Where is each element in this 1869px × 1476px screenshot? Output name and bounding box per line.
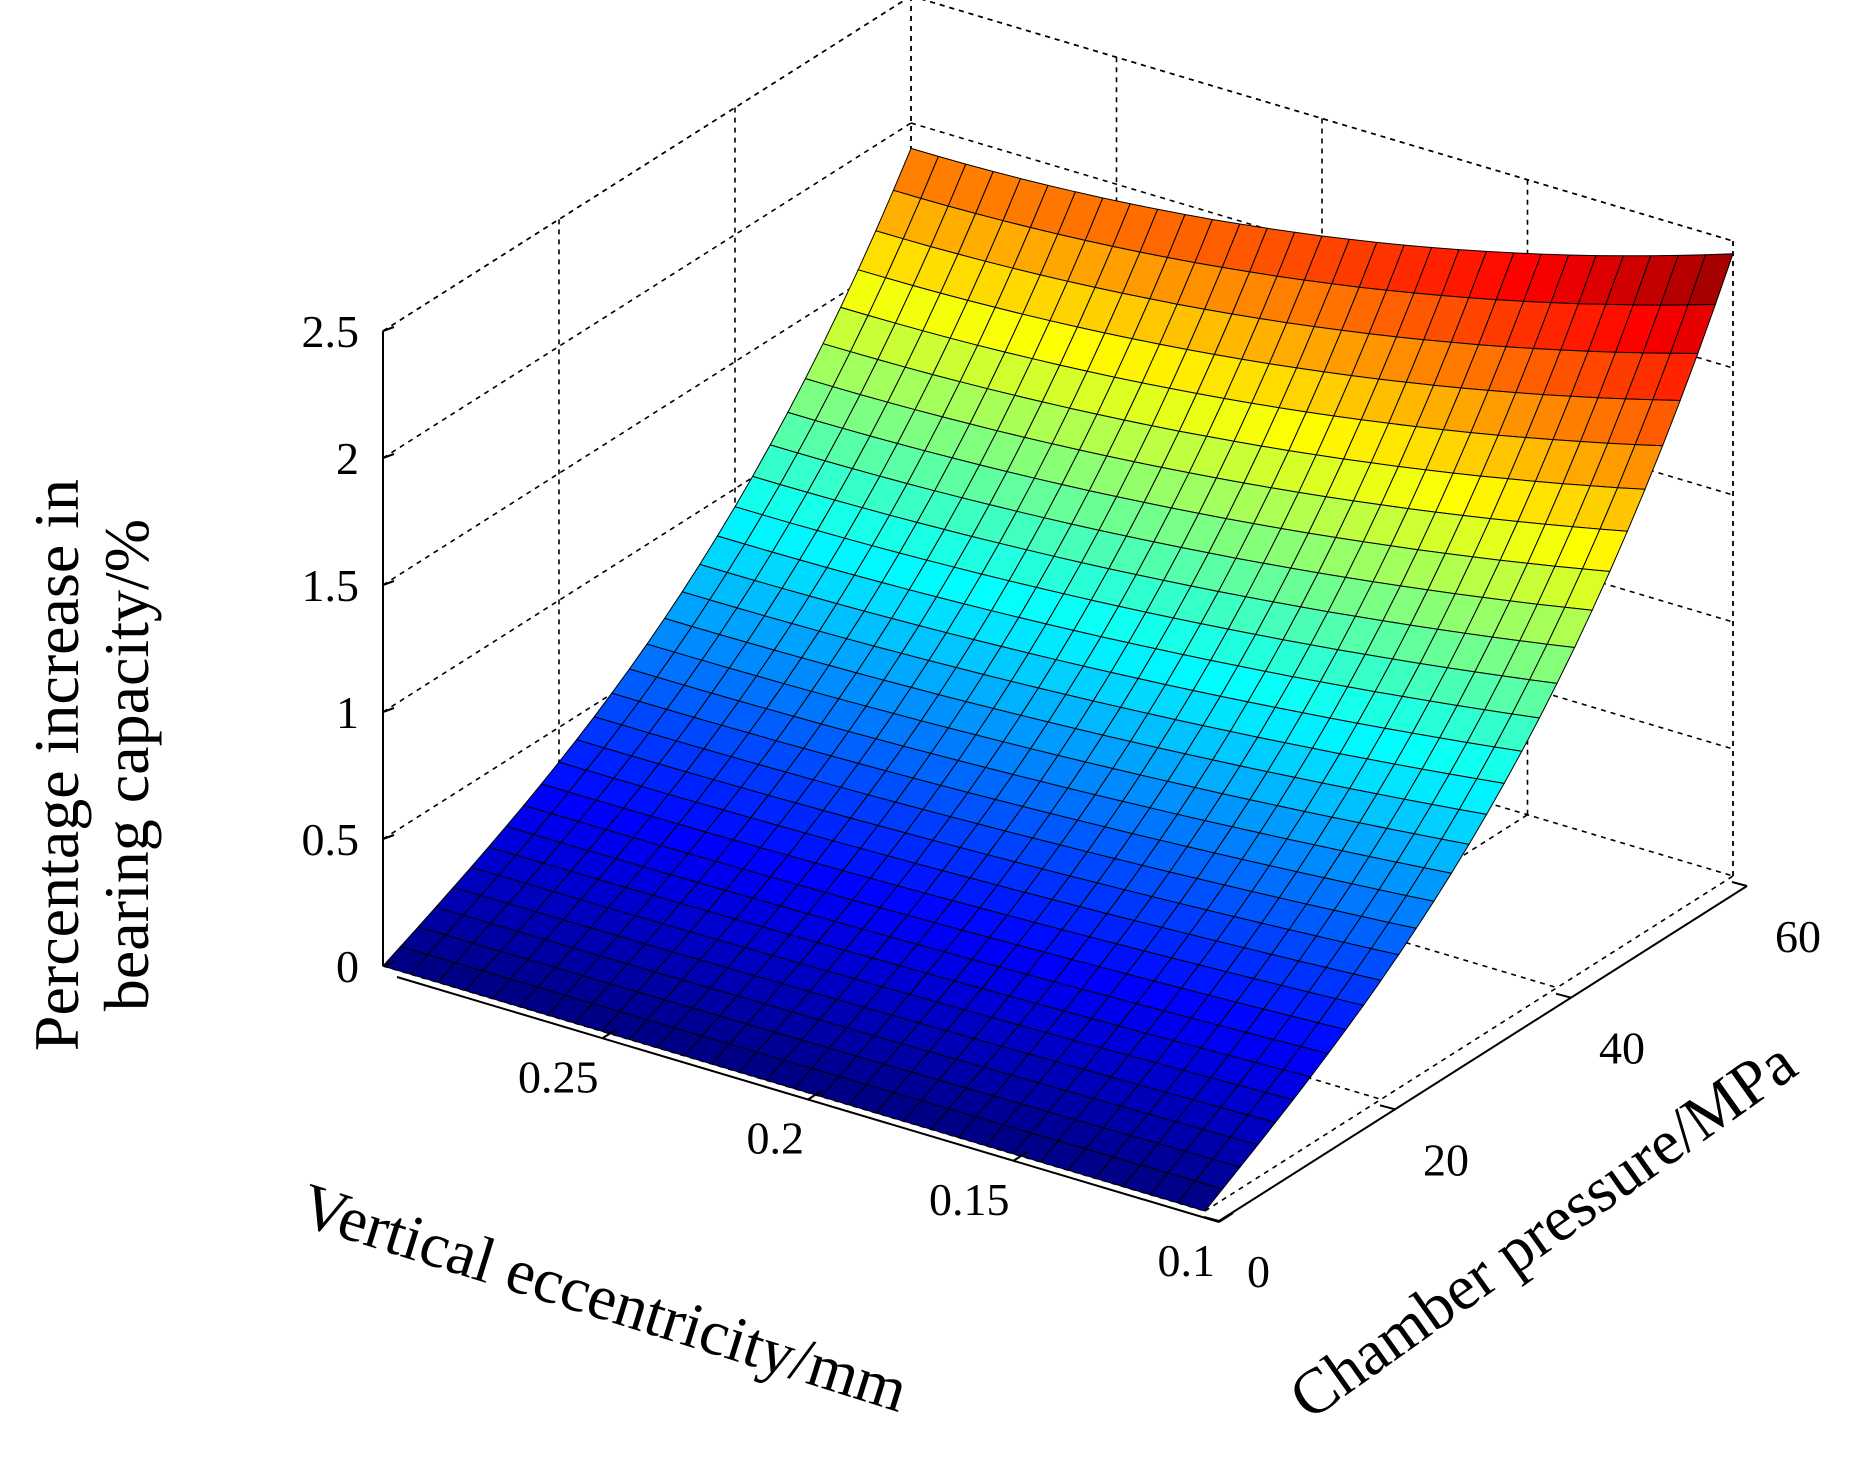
- z-tick-5: [382, 326, 395, 332]
- y-tick-label: 20: [1423, 1134, 1469, 1185]
- grid-line-leftwall-z-4: [382, 122, 912, 459]
- z-tick-3: [382, 580, 395, 586]
- y-tick-0: [1203, 1216, 1220, 1222]
- box-edge-top-left: [382, 0, 907, 332]
- y-tick-2: [1555, 992, 1572, 999]
- x-tick-label: 0.25: [518, 1051, 599, 1102]
- x-tick-2: [1012, 1150, 1029, 1162]
- grid-line-floor-x-3: [1204, 875, 1734, 1212]
- x-tick-label: 0.1: [1158, 1235, 1216, 1286]
- y-tick-label: 40: [1599, 1023, 1645, 1074]
- z-tick-0: [382, 961, 395, 967]
- surface-cell: [1177, 1180, 1224, 1212]
- z-tick-4: [382, 453, 395, 459]
- x-tick-0: [601, 1028, 618, 1040]
- y-tick-3: [1731, 881, 1748, 887]
- tick-labels: 0 0.5 1 1.5 2 2.5 0.25 0.2 0.15 0.1 0 20 40 60: [302, 306, 1822, 1297]
- z-axis-label-line-2: bearing capacity/%: [91, 519, 162, 1011]
- z-tick-label: 1.5: [302, 560, 360, 611]
- z-tick-label: 0.5: [302, 814, 360, 865]
- z-tick-1: [382, 834, 395, 840]
- z-axis-label-line-1: Percentage increase in: [21, 479, 92, 1051]
- x-tick-label: 0.15: [929, 1174, 1010, 1225]
- x-tick-3: [1218, 1212, 1234, 1223]
- y-axis-label: Chamber pressure/MPa: [1276, 1026, 1808, 1433]
- z-tick-2: [382, 707, 395, 713]
- z-tick-label: 2.5: [302, 306, 360, 357]
- surface-layer: [382, 147, 1734, 1212]
- x-axis-label: Vertical eccentricity/mm: [293, 1169, 916, 1425]
- grid-line-leftwall-z-3: [382, 249, 912, 586]
- y-axis-line: [1218, 885, 1748, 1222]
- z-tick-label: 1: [336, 687, 359, 738]
- z-tick-label: 0: [336, 941, 359, 992]
- axes-layer: [382, 326, 1748, 1223]
- y-tick-label: 60: [1775, 911, 1821, 962]
- x-tick-1: [807, 1089, 823, 1101]
- y-tick-1: [1379, 1104, 1396, 1111]
- x-tick-label: 0.2: [747, 1113, 805, 1164]
- z-tick-label: 2: [336, 433, 359, 484]
- box-edge-top-back: [921, 0, 1734, 242]
- y-tick-label: 0: [1247, 1246, 1270, 1297]
